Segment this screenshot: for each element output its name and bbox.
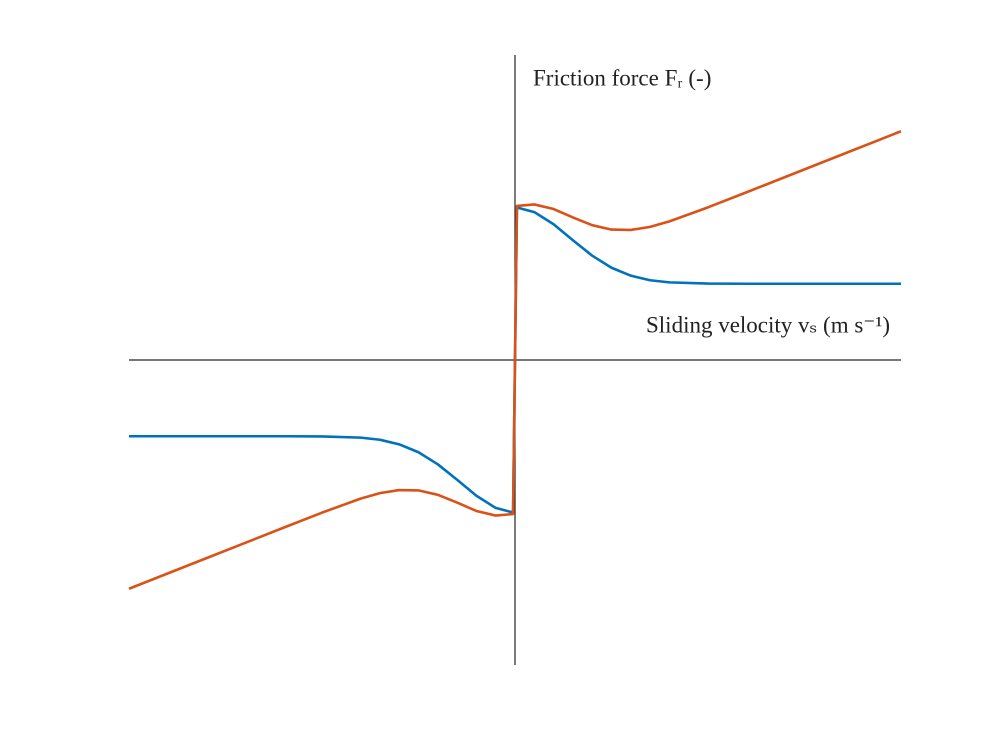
x-axis-label: Sliding velocity vₛ (m s⁻¹) [646,312,890,337]
y-axis-label: Friction force Fᵣ (-) [533,65,711,90]
series-line [128,130,902,590]
